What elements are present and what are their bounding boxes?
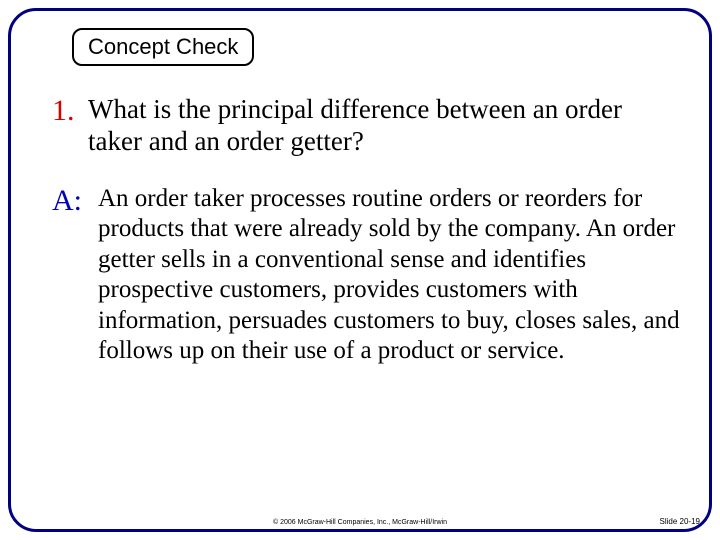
question-row: 1. What is the principal difference betw… [52, 94, 680, 158]
answer-row: A: An order taker processes routine orde… [52, 184, 680, 367]
footer: © 2006 McGraw-Hill Companies, Inc., McGr… [0, 519, 720, 526]
answer-text: An order taker processes routine orders … [98, 184, 680, 367]
badge-label: Concept Check [88, 34, 238, 59]
question-number: 1. [52, 94, 86, 127]
qa-block: 1. What is the principal difference betw… [30, 94, 690, 367]
question-text: What is the principal difference between… [86, 94, 680, 158]
copyright-text: © 2006 McGraw-Hill Companies, Inc., McGr… [273, 519, 447, 526]
concept-check-badge: Concept Check [72, 28, 254, 66]
slide-content: Concept Check 1. What is the principal d… [30, 20, 690, 510]
slide-number: Slide 20-19 [660, 517, 700, 526]
answer-label: A: [52, 184, 98, 217]
